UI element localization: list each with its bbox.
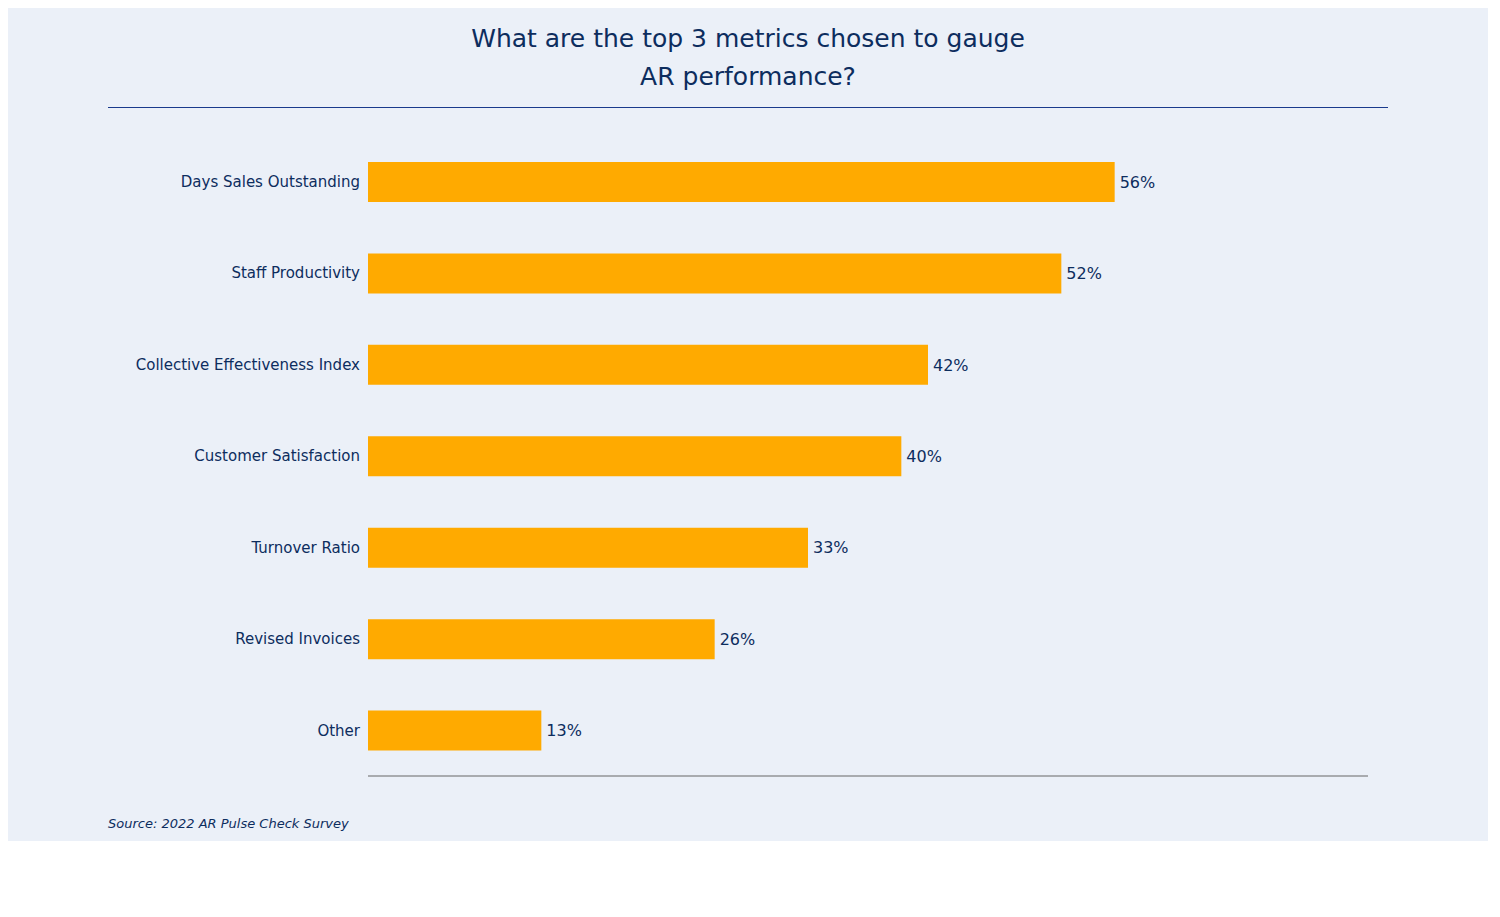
svg-text:26%: 26% bbox=[720, 630, 756, 649]
svg-text:40%: 40% bbox=[906, 447, 942, 466]
svg-text:Days Sales Outstanding: Days Sales Outstanding bbox=[181, 173, 360, 191]
svg-text:52%: 52% bbox=[1066, 264, 1102, 283]
html-text:AR performance?: AR performance? bbox=[640, 61, 856, 91]
html-text:Source: 2022 AR Pulse Check Su: Source: 2022 AR Pulse Check Survey bbox=[108, 816, 349, 831]
svg-text:Turnover Ratio: Turnover Ratio bbox=[250, 539, 360, 557]
svg-text:42%: 42% bbox=[933, 356, 969, 375]
svg-text:Customer Satisfaction: Customer Satisfaction bbox=[194, 447, 360, 465]
svg-text:13%: 13% bbox=[546, 721, 582, 740]
svg-text:56%: 56% bbox=[1120, 173, 1156, 192]
svg-text:Other: Other bbox=[317, 722, 360, 740]
svg-text:Staff Productivity: Staff Productivity bbox=[231, 264, 360, 282]
svg-text:Revised Invoices: Revised Invoices bbox=[235, 630, 360, 648]
svg-text:Collective Effectiveness Index: Collective Effectiveness Index bbox=[136, 356, 360, 374]
html-text:What are the top 3 metrics cho: What are the top 3 metrics chosen to gau… bbox=[471, 24, 1025, 53]
svg-text:33%: 33% bbox=[813, 538, 849, 557]
